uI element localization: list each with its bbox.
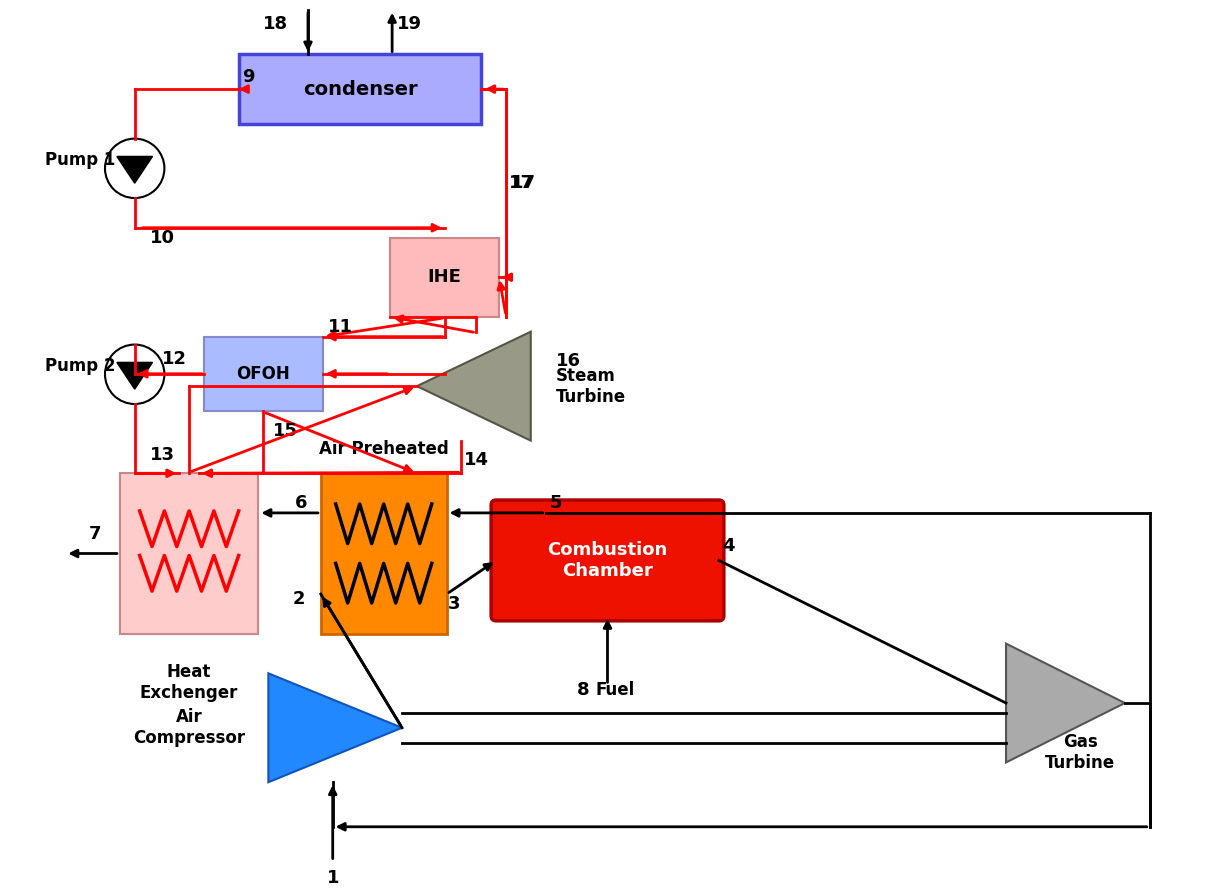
- Text: Air
Compressor: Air Compressor: [133, 708, 245, 748]
- Circle shape: [106, 344, 165, 404]
- Text: 3: 3: [449, 595, 461, 613]
- Text: 5: 5: [549, 494, 562, 512]
- FancyBboxPatch shape: [120, 473, 258, 634]
- Polygon shape: [116, 157, 153, 183]
- Text: 13: 13: [149, 447, 175, 465]
- Text: 9: 9: [243, 69, 255, 86]
- Text: Pump 2: Pump 2: [45, 358, 115, 376]
- Text: 18: 18: [263, 15, 289, 33]
- FancyBboxPatch shape: [391, 238, 499, 317]
- Text: Heat
Exchenger: Heat Exchenger: [139, 663, 238, 702]
- Text: 14: 14: [465, 451, 489, 469]
- Text: Air Preheated: Air Preheated: [319, 441, 449, 458]
- FancyBboxPatch shape: [204, 336, 323, 411]
- FancyBboxPatch shape: [321, 473, 446, 634]
- FancyBboxPatch shape: [239, 54, 482, 124]
- Text: 17: 17: [511, 174, 536, 192]
- Text: 17: 17: [509, 174, 534, 192]
- Polygon shape: [268, 674, 402, 782]
- Text: Pump 1: Pump 1: [45, 151, 115, 169]
- Circle shape: [106, 139, 165, 198]
- Text: 15: 15: [273, 422, 298, 440]
- Text: 12: 12: [161, 350, 187, 368]
- Polygon shape: [1006, 643, 1124, 763]
- Text: 8: 8: [576, 681, 590, 700]
- Polygon shape: [417, 332, 531, 441]
- Text: IHE: IHE: [428, 268, 462, 287]
- Text: 4: 4: [723, 537, 735, 554]
- Text: 11: 11: [328, 318, 353, 336]
- Text: condenser: condenser: [302, 79, 417, 99]
- Text: 1: 1: [326, 870, 338, 887]
- Text: 10: 10: [149, 229, 175, 247]
- Polygon shape: [116, 362, 153, 389]
- FancyBboxPatch shape: [491, 500, 724, 621]
- Text: 2: 2: [292, 590, 306, 608]
- Text: 7: 7: [89, 525, 102, 543]
- Text: Combustion
Chamber: Combustion Chamber: [547, 541, 667, 579]
- Text: Steam
Turbine: Steam Turbine: [556, 367, 626, 406]
- Text: 6: 6: [295, 494, 307, 512]
- Text: 16: 16: [556, 352, 581, 369]
- Text: Fuel: Fuel: [596, 681, 636, 700]
- Text: OFOH: OFOH: [237, 365, 290, 383]
- Text: 19: 19: [397, 15, 422, 33]
- Text: Gas
Turbine: Gas Turbine: [1046, 733, 1115, 772]
